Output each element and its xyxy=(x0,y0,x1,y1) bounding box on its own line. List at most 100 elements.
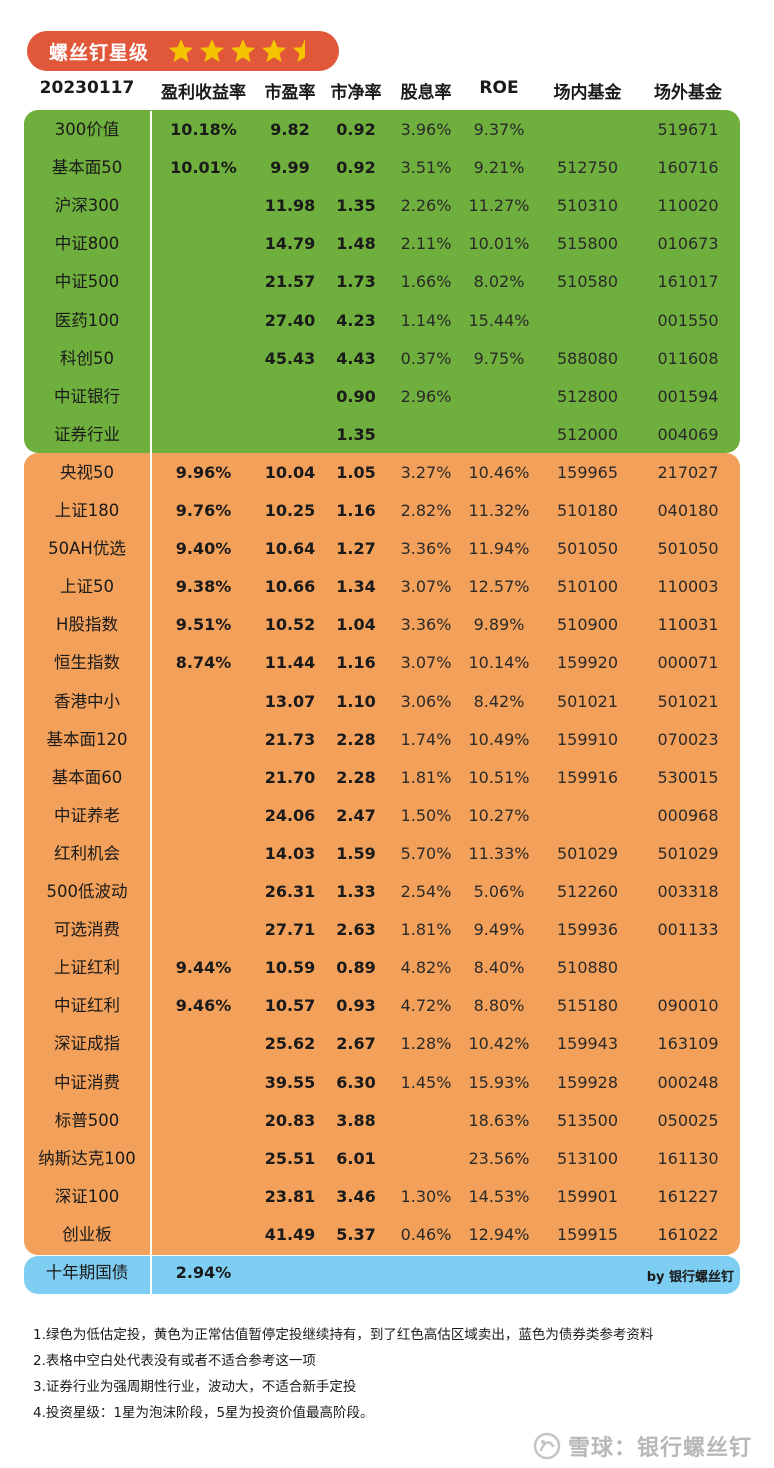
roe: 10.49% xyxy=(468,729,530,749)
roe: 9.21% xyxy=(473,158,525,178)
pb-ratio: 0.89 xyxy=(336,958,376,978)
pe-ratio: 10.66 xyxy=(264,577,316,597)
star-full-icon xyxy=(261,39,287,62)
dividend-yield: 2.26% xyxy=(400,196,452,216)
pb-header: 市净率 xyxy=(330,83,382,103)
onexchange-fund-code: 512800 xyxy=(556,386,619,406)
onexchange-fund-code: 515180 xyxy=(556,996,619,1016)
index-name: 50AH优选 xyxy=(48,539,126,559)
earnings-yield: 9.51% xyxy=(175,615,232,635)
onexchange-fund-code: 510180 xyxy=(556,501,619,520)
index-name: 中证500 xyxy=(54,272,120,292)
pb-ratio: 0.92 xyxy=(336,158,376,178)
pe-ratio: 10.04 xyxy=(264,462,316,482)
index-name: 香港中小 xyxy=(54,691,120,711)
pe-ratio: 10.57 xyxy=(264,996,316,1016)
table-header: 20230117 盈利收益率 市盈率 市净率 股息率 ROE 场内基金 场外基金 xyxy=(0,78,774,104)
dividend-yield: 1.66% xyxy=(400,272,452,292)
index-name: 深证成指 xyxy=(54,1034,120,1054)
dividend-yield: 1.74% xyxy=(400,729,452,749)
index-name: 可选消费 xyxy=(54,920,120,940)
pb-ratio: 1.33 xyxy=(336,882,376,901)
roe: 10.14% xyxy=(468,653,530,673)
pe-ratio: 10.52 xyxy=(264,615,316,635)
offexchange-fund-code: 000968 xyxy=(657,805,719,825)
roe: 8.02% xyxy=(473,272,525,292)
orange-normal-valuation-block xyxy=(24,453,740,1255)
roe: 9.89% xyxy=(473,615,525,635)
onexchange-fund-code: 588080 xyxy=(556,348,619,368)
index-name: 中证800 xyxy=(54,234,120,254)
pb-ratio: 5.37 xyxy=(336,1224,376,1244)
star-rating-badge: 螺丝钉星级 xyxy=(27,31,339,71)
onexchange-fund-code: 159901 xyxy=(556,1186,619,1206)
pb-ratio: 6.01 xyxy=(336,1148,376,1168)
roe: 10.27% xyxy=(468,805,530,825)
pe-ratio: 41.49 xyxy=(264,1224,316,1244)
roe: 11.33% xyxy=(468,843,530,863)
index-name: 恒生指数 xyxy=(54,653,120,673)
table-row: 红利机会 14.03 1.59 5.70% 11.33% 501029 501029 xyxy=(0,835,774,873)
dividend-yield: 3.07% xyxy=(400,653,452,673)
index-name: 中证银行 xyxy=(54,386,120,406)
onexchange-fund-code: 159910 xyxy=(556,729,619,749)
table-row: 上证红利 9.44% 10.59 0.89 4.82% 8.40% 510880 xyxy=(0,949,774,987)
index-name: 基本面50 xyxy=(51,158,123,178)
pe-ratio: 20.83 xyxy=(264,1110,316,1130)
pe-ratio: 27.40 xyxy=(264,310,316,330)
offexchange-fund-code: 040180 xyxy=(657,501,719,520)
dividend-yield: 3.27% xyxy=(400,462,452,482)
pe-ratio: 10.25 xyxy=(264,501,316,520)
pb-ratio: 1.73 xyxy=(336,272,376,292)
date-header: 20230117 xyxy=(39,78,135,98)
onexchange-fund-code: 513500 xyxy=(556,1110,619,1130)
onexchange-fund-code: 159936 xyxy=(556,920,619,940)
table-row: 基本面120 21.73 2.28 1.74% 10.49% 159910 070023 xyxy=(0,721,774,759)
pb-ratio: 1.16 xyxy=(336,501,376,520)
dividend-yield: 2.54% xyxy=(400,882,452,901)
watermark-text: 雪球：银行螺丝钉 xyxy=(567,1436,752,1461)
roe: 10.42% xyxy=(468,1034,530,1054)
onexchange-fund-code: 159915 xyxy=(556,1224,619,1244)
index-name: 沪深300 xyxy=(54,196,120,216)
offexchange-fund-code: 001133 xyxy=(657,920,719,940)
dividend-yield: 3.06% xyxy=(400,691,452,711)
roe: 8.80% xyxy=(473,996,525,1016)
pb-ratio: 0.92 xyxy=(336,120,376,139)
onexchange-fund-code: 510580 xyxy=(556,272,619,292)
pb-ratio: 3.46 xyxy=(336,1186,376,1206)
index-name: 基本面120 xyxy=(46,729,128,749)
offexchange-fund-code: 070023 xyxy=(657,729,719,749)
offexchange-fund-code: 000248 xyxy=(657,1072,719,1092)
earnings-yield: 8.74% xyxy=(175,653,232,673)
star-full-icon xyxy=(230,39,256,62)
index-name: 上证180 xyxy=(54,501,120,520)
offexchange-fund-code: 530015 xyxy=(657,767,719,787)
pe-ratio: 21.73 xyxy=(264,729,316,749)
offexchange-fund-code: 010673 xyxy=(657,234,719,254)
snowball-logo-icon xyxy=(533,1432,561,1460)
onexchange-fund-code: 510880 xyxy=(556,958,619,978)
onexchange-fund-code: 510100 xyxy=(556,577,619,597)
index-name: 纳斯达克100 xyxy=(38,1148,136,1168)
roe: 9.37% xyxy=(473,120,525,139)
roe: 11.32% xyxy=(468,501,530,520)
pb-ratio: 3.88 xyxy=(336,1110,376,1130)
pb-ratio: 6.30 xyxy=(336,1072,376,1092)
roe: 10.01% xyxy=(468,234,530,254)
notes: 1.绿色为低估定投，黄色为正常估值暂停定投继续持有，到了红色高估区域卖出，蓝色为… xyxy=(33,1322,653,1426)
index-name: 中证养老 xyxy=(54,805,120,825)
onexchange-fund-code: 159920 xyxy=(556,653,619,673)
dividend-yield: 1.30% xyxy=(400,1186,452,1206)
onexchange-fund-code: 159928 xyxy=(556,1072,619,1092)
dividend-yield: 3.51% xyxy=(400,158,452,178)
dividend-yield: 2.96% xyxy=(400,386,452,406)
dividend-yield: 3.36% xyxy=(400,615,452,635)
pe-ratio: 23.81 xyxy=(264,1186,316,1206)
roe: 18.63% xyxy=(468,1110,530,1130)
pe-ratio: 14.79 xyxy=(264,234,316,254)
index-name: 300价值 xyxy=(54,120,120,139)
offexchange-fund-code: 217027 xyxy=(657,462,719,482)
table-row: 央视50 9.96% 10.04 1.05 3.27% 10.46% 159965 21702… xyxy=(0,454,774,492)
note-3: 3.证券行业为强周期性行业，波动大，不适合新手定投 xyxy=(33,1379,357,1395)
